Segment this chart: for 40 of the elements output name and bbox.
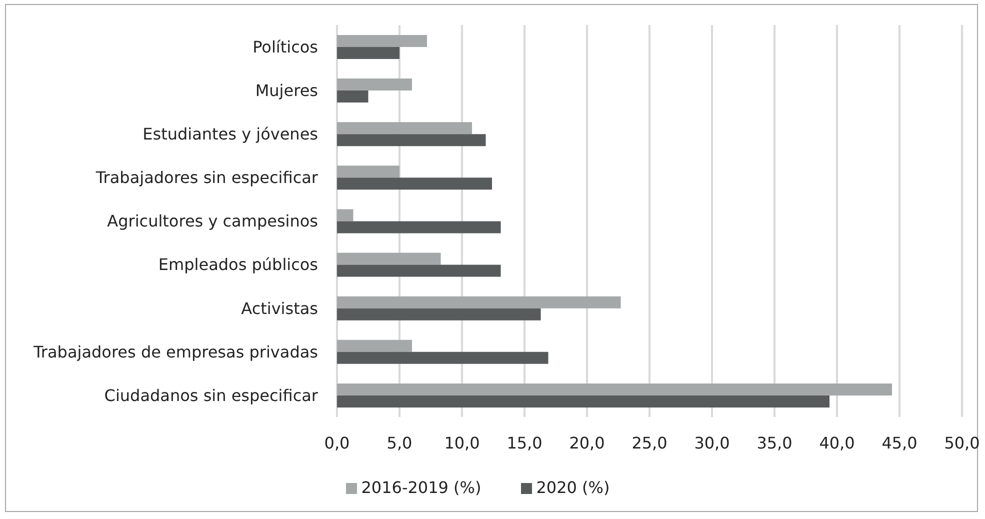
bar [337,252,441,265]
x-tick-label: 10,0 [444,433,480,452]
y-tick-label: Estudiantes y jóvenes [142,124,318,144]
bar [337,352,548,364]
x-tick-label: 45,0 [882,433,918,452]
legend-label: 2016-2019 (%) [361,478,482,497]
bar [337,178,492,190]
bar [337,35,427,47]
y-tick-label: Agricultores y campesinos [107,212,318,231]
bar [337,221,501,234]
y-tick-label: Activistas [241,298,318,318]
bar [337,209,354,222]
bar [337,308,541,320]
y-tick-label: Ciudadanos sin especificar [104,386,318,405]
y-tick-label: Políticos [252,37,318,56]
bar [337,264,501,277]
x-tick-label: 50,0 [944,433,980,452]
x-tick-label: 25,0 [632,433,668,452]
bar [337,122,472,134]
bar [337,90,368,103]
bar [337,383,892,396]
bar [337,166,400,178]
x-tick-label: 0,0 [324,433,350,452]
bar [337,47,400,59]
bar [337,296,621,308]
x-tick-label: 30,0 [694,433,730,452]
x-tick-label: 15,0 [506,433,542,452]
x-tick-label: 40,0 [819,433,855,452]
y-tick-label: Trabajadores de empresas privadas [32,342,318,362]
y-tick-label: Trabajadores sin especificar [94,168,318,188]
x-tick-label: 5,0 [386,433,412,452]
y-tick-label: Mujeres [255,81,318,100]
bar [337,134,486,146]
y-tick-label: Empleados públicos [158,255,318,274]
bar [337,340,412,352]
x-tick-label: 20,0 [569,433,605,452]
x-tick-label: 35,0 [756,433,792,452]
legend-label: 2020 (%) [536,478,610,497]
bar [337,395,830,408]
bar [337,78,412,91]
